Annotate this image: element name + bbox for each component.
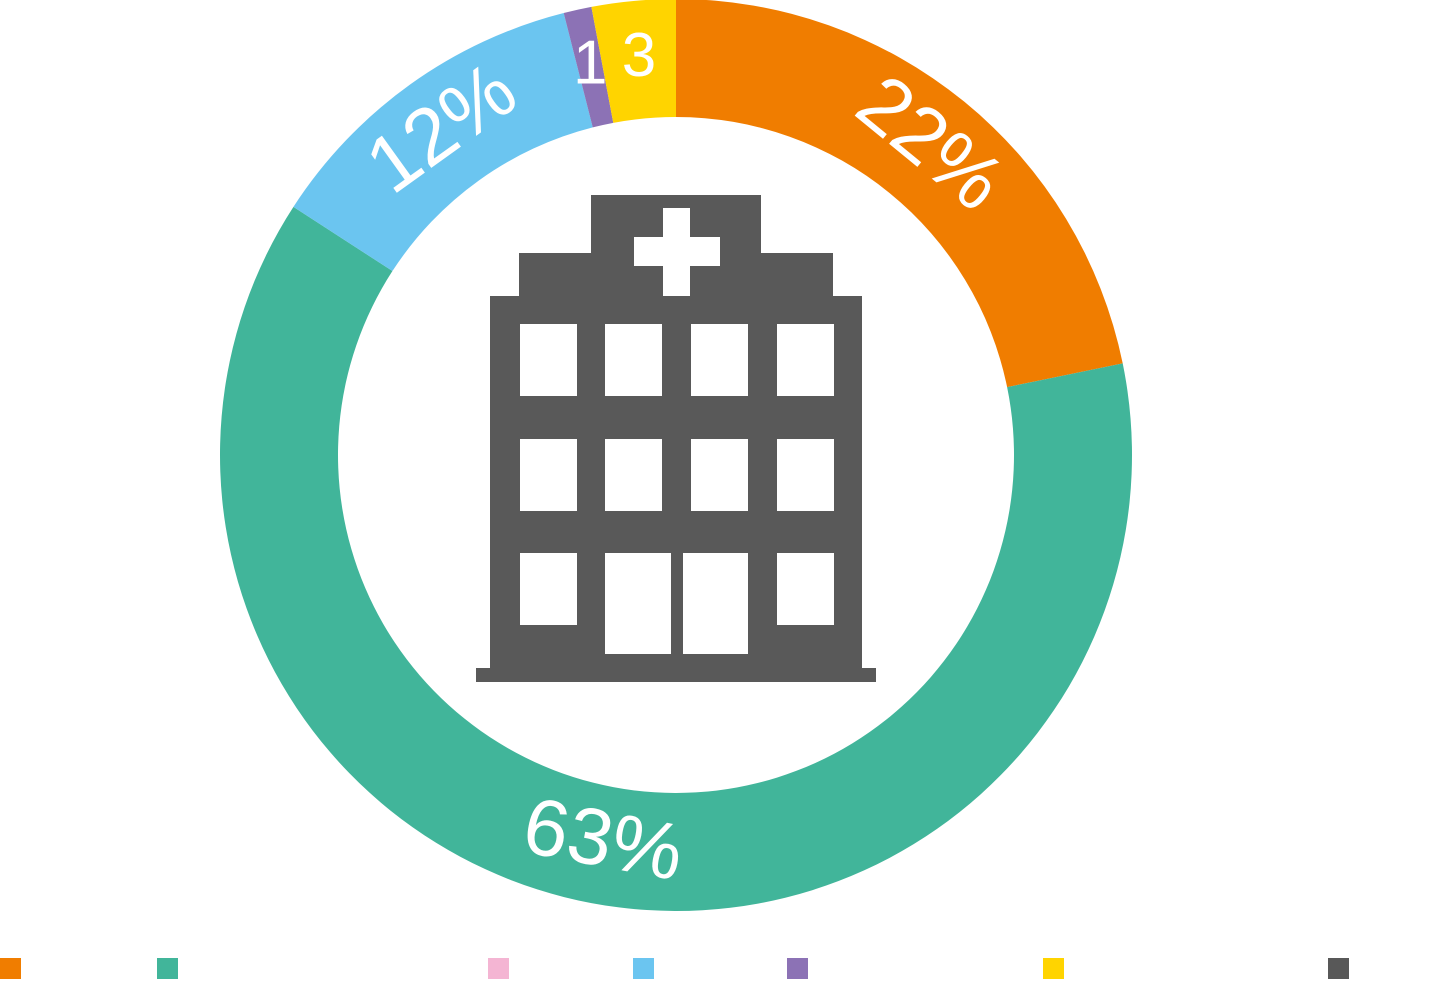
legend-swatch	[0, 958, 21, 979]
segment	[219, 206, 1133, 912]
legend-swatch	[787, 958, 808, 979]
segment	[563, 6, 614, 128]
legend-swatch	[1043, 958, 1064, 979]
segment	[591, 0, 676, 123]
donut	[219, 0, 1133, 912]
segment	[293, 13, 593, 272]
legend-swatch	[157, 958, 178, 979]
segment	[676, 0, 1123, 388]
data-label: 1	[573, 29, 607, 98]
legend-swatch	[633, 958, 654, 979]
hospital-icon	[476, 195, 876, 682]
data-label: 3	[622, 21, 656, 90]
legend-swatch	[488, 958, 509, 979]
legend-swatch	[1328, 958, 1349, 979]
